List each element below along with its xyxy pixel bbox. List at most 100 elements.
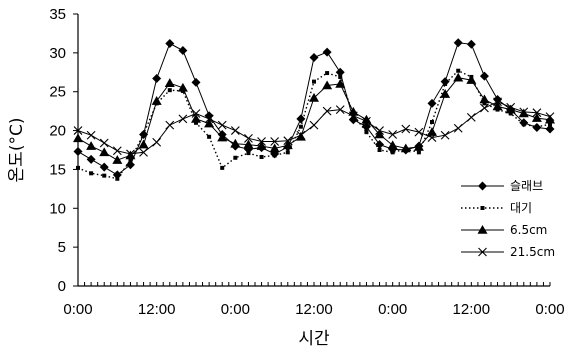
- y-ticks: 0 5 10 15 20 25 30 35: [49, 6, 78, 295]
- data-point-stroke: [440, 130, 450, 140]
- x-ticks: 0:00 12:00 0:00 12:00 0:00 12:00 0:00: [63, 282, 565, 318]
- data-point-stroke: [335, 105, 345, 114]
- data-point: [270, 137, 280, 146]
- data-point: [141, 131, 146, 136]
- data-point-stroke: [257, 137, 266, 146]
- legend-item: 6.5cm: [461, 223, 547, 237]
- data-point: [259, 154, 264, 159]
- x-tick-label: 0:00: [535, 301, 564, 318]
- data-point: [505, 104, 516, 114]
- data-point: [256, 141, 267, 150]
- data-point: [548, 122, 552, 127]
- x-tick-label: 12:00: [295, 301, 333, 318]
- data-point: [243, 139, 254, 149]
- data-point: [534, 124, 539, 129]
- legend-item: 슬래브: [461, 179, 543, 193]
- data-point: [244, 133, 253, 143]
- data-point-stroke: [152, 137, 162, 147]
- data-point: [322, 80, 333, 90]
- data-point: [191, 77, 201, 87]
- data-point: [478, 181, 487, 191]
- data-point: [177, 82, 188, 92]
- data-point: [430, 120, 434, 125]
- data-point: [178, 114, 188, 124]
- legend-label: 21.5cm: [510, 245, 555, 259]
- data-point: [282, 140, 293, 150]
- data-point: [480, 206, 485, 210]
- x-axis-title: 시간: [298, 329, 330, 349]
- data-point-stroke: [519, 107, 529, 117]
- data-point: [377, 148, 382, 152]
- data-point: [112, 155, 123, 164]
- data-point: [233, 155, 238, 160]
- data-point: [309, 92, 319, 102]
- data-point: [89, 171, 94, 176]
- data-point-stroke: [270, 137, 280, 146]
- data-point: [152, 74, 162, 84]
- data-point: [387, 140, 398, 150]
- legend-label: 대기: [510, 201, 532, 215]
- data-point: [440, 130, 450, 140]
- data-point: [151, 96, 162, 105]
- data-point: [335, 105, 345, 114]
- data-point: [246, 151, 251, 156]
- data-point-stroke: [204, 114, 214, 124]
- data-point: [466, 39, 476, 49]
- data-point: [204, 118, 215, 128]
- data-point: [414, 127, 424, 137]
- data-point: [128, 158, 133, 163]
- y-tick-label: 0: [58, 278, 66, 295]
- data-point: [466, 75, 477, 84]
- data-point: [453, 123, 463, 133]
- data-point: [427, 98, 437, 108]
- data-point: [309, 120, 319, 130]
- x-tick-label: 0:00: [378, 301, 407, 318]
- data-point: [115, 176, 120, 181]
- data-point: [220, 165, 225, 170]
- data-point-stroke: [453, 123, 463, 133]
- data-point: [164, 78, 175, 87]
- data-point-stroke: [362, 116, 371, 126]
- data-point: [269, 143, 280, 153]
- data-point: [361, 122, 371, 132]
- data-point: [443, 81, 448, 86]
- data-point: [191, 113, 201, 123]
- data-point: [86, 141, 97, 150]
- data-point: [99, 138, 109, 148]
- series-1: [73, 38, 555, 180]
- data-point: [204, 114, 214, 124]
- data-point: [165, 120, 175, 130]
- y-tick-label: 5: [58, 239, 66, 256]
- data-point: [112, 170, 122, 180]
- data-point-stroke: [86, 130, 96, 140]
- data-point-stroke: [545, 112, 555, 121]
- data-point: [545, 112, 555, 121]
- legend-label: 6.5cm: [510, 223, 547, 237]
- data-point-stroke: [244, 133, 253, 143]
- data-point: [364, 130, 369, 135]
- data-point-stroke: [322, 106, 332, 116]
- data-point: [338, 74, 343, 79]
- data-point: [296, 130, 306, 140]
- data-point: [283, 136, 293, 146]
- data-point-stroke: [165, 120, 175, 130]
- data-point: [207, 134, 212, 139]
- data-point: [86, 130, 96, 140]
- data-point: [217, 132, 228, 142]
- y-tick-label: 25: [49, 84, 66, 101]
- data-point-stroke: [230, 126, 240, 135]
- data-point: [375, 140, 385, 150]
- data-point: [191, 109, 201, 118]
- y-tick-label: 15: [49, 161, 66, 178]
- data-point: [285, 150, 290, 155]
- data-point: [427, 127, 437, 136]
- x-tick-label: 12:00: [138, 301, 176, 318]
- data-point: [456, 68, 461, 73]
- data-point-stroke: [139, 147, 148, 157]
- data-point: [521, 122, 526, 127]
- x-tick-label: 0:00: [63, 301, 92, 318]
- data-point: [453, 38, 463, 48]
- legend-label: 슬래브: [510, 179, 543, 193]
- y-tick-label: 30: [49, 45, 66, 62]
- data-point: [194, 120, 198, 125]
